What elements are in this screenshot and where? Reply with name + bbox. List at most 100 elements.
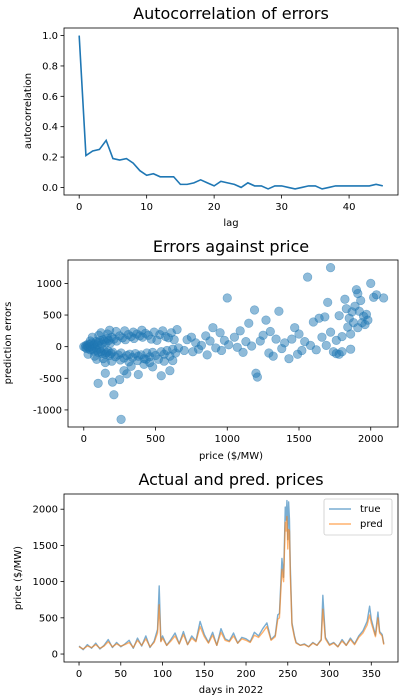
scatter-point [379,293,389,303]
scatter-point [268,351,278,361]
scatter-point [261,315,271,325]
autocorrelation-xtick-label: 20 [208,202,221,213]
autocorrelation-xtick-label: 30 [275,202,288,213]
scatter-point [148,362,158,372]
scatter-point [265,326,275,337]
scatter-point [244,318,254,328]
errors-vs-price-ylabel: prediction errors [3,302,14,385]
scatter-point [271,334,281,344]
prices-ylabel: price ($/MW) [13,546,24,610]
scatter-point [323,297,333,307]
scatter-point [235,326,245,336]
scatter-point [208,323,218,333]
scatter-point [159,356,169,366]
prices-legend: true pred [323,498,393,536]
scatter-point [98,354,108,364]
autocorrelation-ytick-label: 0.2 [42,153,58,164]
prices-xtick-label: 300 [320,669,339,680]
scatter-point [109,390,119,400]
scatter-point [222,293,232,303]
scatter-point [280,338,290,348]
scatter-point [252,372,262,382]
scatter-point [133,369,143,380]
errors-vs-price-title: Errors against price [153,237,309,256]
autocorrelation-xlabel: lag [223,218,238,229]
prices-xtick-label: 350 [362,669,381,680]
scatter-point [179,345,189,356]
prices-ytick-label: 2000 [33,505,58,516]
autocorrelation-ylabel: autocorrelation [23,73,34,149]
scatter-point [128,327,138,337]
prices-ytick-label: 1000 [33,577,58,588]
autocorrelation-panel: Autocorrelation of errors 0 10 20 30 40 0.0 0.… [23,4,399,229]
scatter-point [284,354,294,364]
prices-series [78,499,385,651]
scatter-point [107,356,117,366]
errors-vs-price-xtick-label: 500 [146,434,165,445]
scatter-point [196,340,207,351]
scatter-point [353,288,363,299]
prices-ytick-label: 500 [39,613,58,624]
errors-scatter-points [79,262,389,425]
scatter-point [120,326,130,336]
scatter-point [100,368,110,378]
errors-vs-price-ytick-label: 0 [56,342,62,353]
autocorrelation-line [78,35,383,190]
scatter-point [205,336,215,346]
scatter-point [249,305,260,315]
scatter-point [297,345,307,356]
prices-legend-box [323,498,393,536]
prices-xtick-label: 250 [278,669,297,680]
scatter-point [89,351,100,361]
legend-pred-label: pred [360,519,383,530]
autocorrelation-ytick-label: 1.0 [42,31,58,42]
scatter-point [258,330,268,340]
autocorrelation-xtick-label: 10 [140,202,153,213]
prices-xtick-label: 50 [114,669,127,680]
autocorrelation-axes-frame [63,27,399,196]
scatter-point [321,340,331,351]
errors-vs-price-ytick-label: 500 [43,311,62,322]
scatter-point [215,328,225,338]
scatter-point [172,324,182,335]
prices-ytick-label: 0 [52,650,58,661]
scatter-point [202,350,212,360]
autocorrelation-ytick-label: 0.6 [42,92,58,103]
scatter-point [94,330,104,340]
errors-vs-price-panel: Errors against price 0 500 1000 1500 2000 -10… [3,237,399,462]
scatter-point [303,272,313,282]
scatter-point [363,315,373,325]
scatter-point [232,342,242,352]
scatter-point [224,340,234,350]
prices-panel: Actual and pred. prices 0 50 100 150 200 250 3… [13,470,399,696]
scatter-point [116,414,126,425]
scatter-point [346,344,356,354]
scatter-point [238,347,248,357]
prices-xlabel: days in 2022 [199,685,264,696]
scatter-point [137,325,147,335]
series-pred-line [78,515,385,650]
scatter-point [325,327,336,337]
errors-vs-price-ytick-label: 1000 [37,279,62,290]
scatter-point [290,323,300,333]
scatter-point [294,329,304,339]
scatter-point [122,369,132,379]
errors-vs-price-xtick-label: 1000 [215,434,240,445]
scatter-point [311,345,321,355]
scatter-point [168,355,178,366]
autocorrelation-xtick-label: 40 [343,202,356,213]
errors-vs-price-xtick-label: 0 [81,434,87,445]
autocorrelation-xtick-label: 0 [76,202,82,213]
scatter-point [216,345,227,356]
scatter-point [102,329,113,339]
scatter-point [115,374,125,385]
prices-xtick-label: 150 [195,669,214,680]
prices-xtick-label: 100 [153,669,172,680]
prices-axes-frame [63,493,399,663]
autocorrelation-ytick-label: 0.4 [42,122,58,133]
errors-vs-price-axes-frame [67,259,399,428]
errors-vs-price-xtick-label: 1500 [286,434,311,445]
prices-ytick-label: 1500 [33,541,58,552]
scatter-point [111,326,121,337]
